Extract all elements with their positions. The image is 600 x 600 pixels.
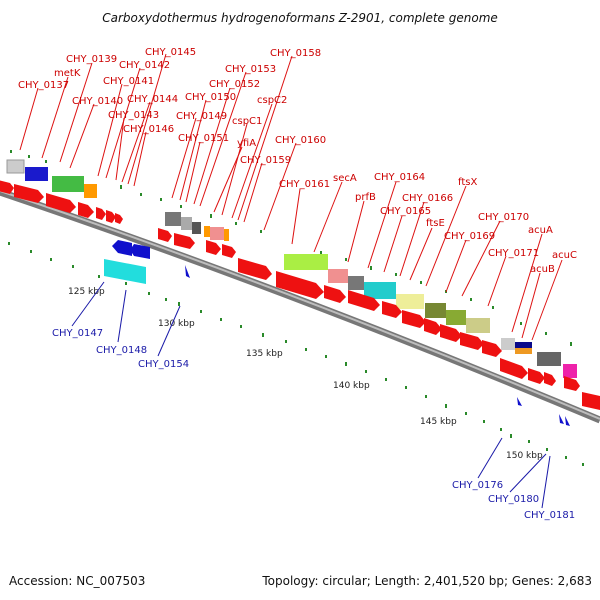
gene-label: CHY_0171 xyxy=(488,248,539,259)
accession-text: Accession: NC_007503 xyxy=(9,574,145,588)
genome-backbone-highlight xyxy=(0,190,600,420)
gene-label: CHY_0144 xyxy=(127,94,178,105)
gene-label: CHY_0164 xyxy=(374,172,425,183)
gene-label: cspC2 xyxy=(257,95,287,106)
gene-label: CHY_0150 xyxy=(185,92,236,103)
kbp-label: 145 kbp xyxy=(420,417,457,427)
gene-label: cspC1 xyxy=(232,116,262,127)
gene-label: CHY_0140 xyxy=(72,96,123,107)
gene-label: CHY_0148 xyxy=(96,345,147,356)
gene-label: CHY_0158 xyxy=(270,48,321,59)
gene-label: CHY_0152 xyxy=(209,79,260,90)
gene-label: CHY_0139 xyxy=(66,54,117,65)
gene-label: ftsE xyxy=(426,218,445,229)
gene-label: CHY_0159 xyxy=(240,155,291,166)
gene-label: CHY_0153 xyxy=(225,64,276,75)
gene-label: CHY_0161 xyxy=(279,179,330,190)
gene-label: CHY_0165 xyxy=(380,206,431,217)
reverse-gene-labels: CHY_0147 CHY_0148 CHY_0154 CHY_0176 CHY_… xyxy=(52,328,575,521)
gene-label: secA xyxy=(333,173,357,184)
gene-label: CHY_0180 xyxy=(488,494,539,505)
gene-label: yfiA xyxy=(237,138,256,149)
kbp-label: 140 kbp xyxy=(333,381,370,391)
forward-leader-lines xyxy=(19,53,563,341)
tick-dots xyxy=(8,150,584,466)
gene-label: CHY_0145 xyxy=(145,47,196,58)
gene-label: acuA xyxy=(528,225,553,236)
genome-backbone xyxy=(0,188,600,424)
gene-label: ftsX xyxy=(458,177,477,188)
gene-label: acuC xyxy=(552,250,577,261)
gene-label: CHY_0151 xyxy=(178,133,229,144)
gene-label: CHY_0154 xyxy=(138,359,189,370)
gene-label: CHY_0142 xyxy=(119,60,170,71)
kbp-labels: 125 kbp 130 kbp 135 kbp 140 kbp 145 kbp … xyxy=(68,287,543,461)
forward-genes xyxy=(0,180,600,410)
kbp-label: 125 kbp xyxy=(68,287,105,297)
gene-label: prfB xyxy=(355,192,376,203)
topology-text: Topology: circular; Length: 2,401,520 bp… xyxy=(261,574,592,588)
gene-label: CHY_0141 xyxy=(103,76,154,87)
gene-label: metK xyxy=(54,68,81,79)
gene-label: CHY_0169 xyxy=(444,231,495,242)
gene-label: CHY_0176 xyxy=(452,480,503,491)
kbp-label: 130 kbp xyxy=(158,319,195,329)
kbp-label: 150 kbp xyxy=(506,451,543,461)
gene-label: CHY_0166 xyxy=(402,193,453,204)
gene-label: CHY_0137 xyxy=(18,80,69,91)
kbp-label: 135 kbp xyxy=(246,349,283,359)
forward-gene-labels: CHY_0137 metK CHY_0139 CHY_0140 CHY_0141… xyxy=(18,47,577,275)
gene-label: acuB xyxy=(530,264,555,275)
gene-blocks xyxy=(6,159,577,378)
gene-label: CHY_0147 xyxy=(52,328,103,339)
gene-label: CHY_0146 xyxy=(123,124,174,135)
genome-title: Carboxydothermus hydrogenoformans Z-2901… xyxy=(102,11,498,25)
reverse-leader-lines xyxy=(71,281,551,509)
gene-label: CHY_0143 xyxy=(108,110,159,121)
gene-label: CHY_0170 xyxy=(478,212,529,223)
gene-label: CHY_0181 xyxy=(524,510,575,521)
gene-label: CHY_0149 xyxy=(176,111,227,122)
gene-label: CHY_0160 xyxy=(275,135,326,146)
reverse-genes xyxy=(104,240,570,426)
